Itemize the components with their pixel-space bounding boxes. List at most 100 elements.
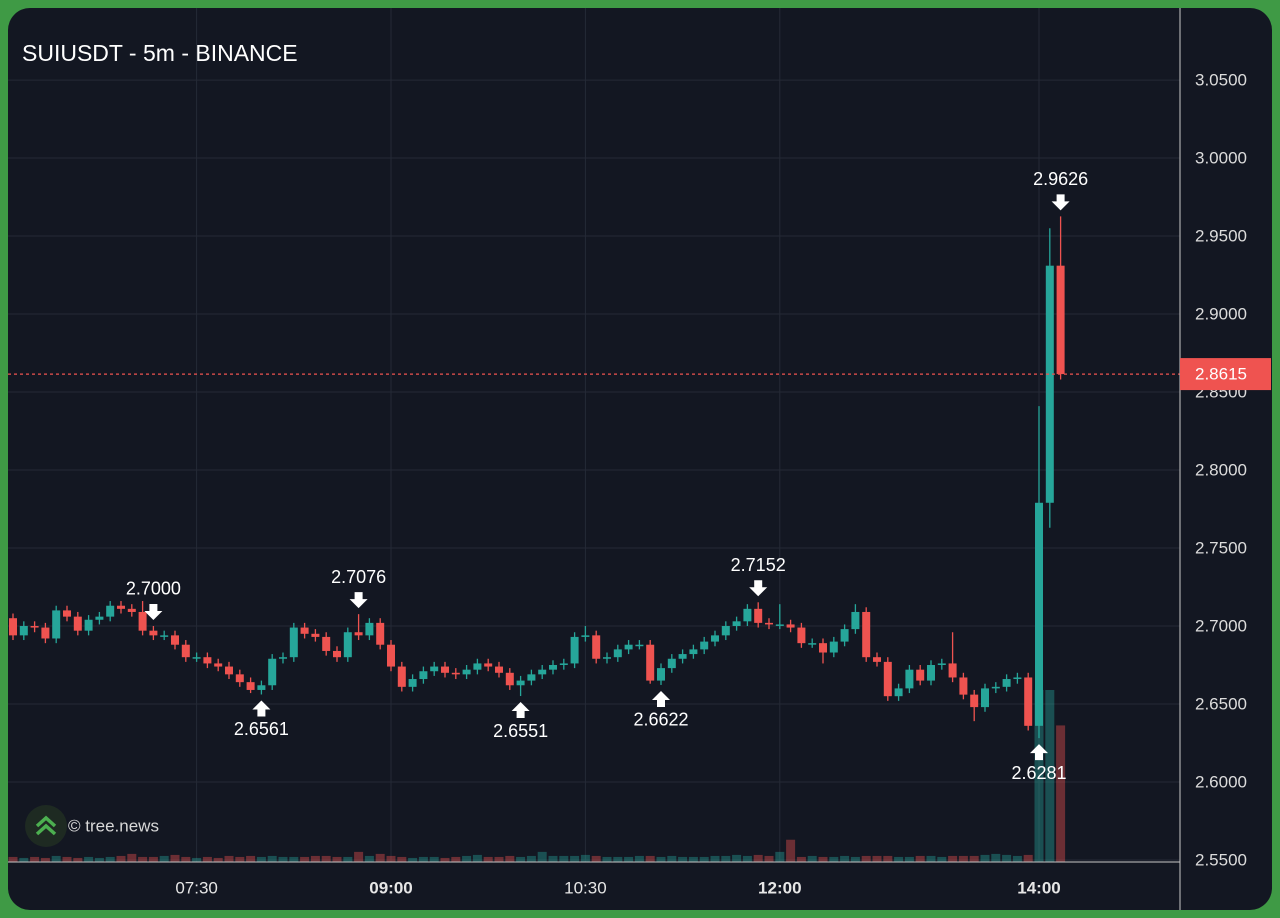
candle-body — [657, 668, 665, 681]
y-tick-label: 2.7500 — [1195, 538, 1247, 557]
volume-bar — [202, 856, 212, 862]
candle-body — [916, 669, 925, 681]
volume-bar — [159, 855, 169, 862]
volume-bar — [278, 856, 288, 862]
volume-bar — [721, 855, 731, 862]
high-label: 2.9626 — [1033, 169, 1088, 189]
last-price-label: 2.8615 — [1195, 365, 1247, 384]
volume-bar — [30, 856, 40, 862]
volume-bar — [148, 856, 158, 862]
chart-title: SUIUSDT - 5m - BINANCE — [22, 40, 298, 66]
candle-body — [1045, 265, 1054, 503]
high-label: 2.7152 — [731, 555, 786, 575]
x-tick-label: 14:00 — [1017, 878, 1060, 897]
candle-body — [862, 611, 871, 658]
volume-bar — [624, 856, 634, 862]
volume-bar — [742, 855, 752, 862]
candle-body — [214, 663, 223, 667]
x-tick-label: 12:00 — [758, 878, 801, 897]
volume-bar — [667, 855, 677, 862]
volume-bar — [570, 855, 580, 862]
low-label: 2.6622 — [633, 710, 688, 730]
volume-bar — [429, 856, 439, 862]
volume-bar — [883, 855, 893, 862]
volume-bar — [948, 855, 958, 862]
candle-body — [624, 644, 633, 650]
volume-bar — [300, 856, 310, 862]
y-tick-label: 2.6000 — [1195, 772, 1247, 791]
volume-bar — [192, 857, 202, 862]
candle-body — [559, 663, 568, 665]
candle-body — [678, 654, 687, 659]
candle-body — [127, 608, 136, 612]
volume-bar — [375, 853, 385, 862]
y-tick-label: 2.5500 — [1195, 850, 1247, 869]
watermark: © tree.news — [68, 816, 159, 835]
volume-bar — [386, 855, 396, 862]
volume-bar — [170, 854, 180, 862]
volume-bar — [138, 856, 148, 862]
candle-body — [592, 635, 601, 659]
volume-bar — [559, 855, 569, 862]
volume-bar — [548, 855, 558, 862]
y-tick-label: 2.6500 — [1195, 694, 1247, 713]
volume-bar — [645, 855, 655, 862]
volume-bar — [980, 854, 990, 862]
volume-bar — [256, 856, 266, 862]
volume-bar — [73, 857, 83, 862]
volume-bar — [807, 855, 817, 862]
volume-bar — [753, 854, 763, 862]
volume-bar — [343, 856, 353, 862]
candle-body — [376, 622, 385, 645]
x-tick-label: 10:30 — [564, 878, 607, 897]
y-tick-label: 2.9000 — [1195, 305, 1247, 324]
volume-bar — [1012, 855, 1022, 862]
y-tick-label: 2.9500 — [1195, 227, 1247, 246]
volume-bar — [840, 855, 850, 862]
volume-bar — [1056, 725, 1066, 862]
candle-body — [808, 643, 817, 645]
candle-body — [829, 641, 838, 653]
candle-body — [451, 672, 460, 675]
volume-bar — [116, 855, 126, 862]
candle-body — [30, 625, 39, 628]
volume-bar — [894, 856, 904, 862]
grid-layer — [8, 8, 1180, 862]
candle-body — [235, 674, 244, 683]
volume-bar — [310, 855, 320, 862]
candle-body — [257, 685, 266, 690]
low-label: 2.6551 — [493, 721, 548, 741]
high-label: 2.7000 — [126, 579, 181, 599]
volume-bar — [127, 853, 137, 862]
candle-body — [19, 625, 28, 636]
volume-bar — [364, 855, 374, 862]
candle-body — [495, 666, 503, 673]
candle-body — [52, 610, 61, 639]
panel — [8, 8, 1272, 910]
volume-bar — [926, 855, 936, 862]
candle-body — [873, 657, 881, 662]
candle-body — [721, 625, 730, 636]
candle-body — [408, 679, 417, 687]
candle-body — [819, 643, 827, 653]
high-arrow — [1051, 194, 1070, 211]
volume-bar — [904, 856, 914, 862]
candle-body — [948, 663, 957, 678]
low-arrow — [511, 702, 530, 719]
candle-body — [181, 644, 190, 658]
volume-bar — [105, 856, 115, 862]
candle-body — [894, 688, 903, 697]
candle-body — [516, 680, 525, 686]
candle-body — [419, 671, 428, 680]
y-tick-label: 3.0000 — [1195, 149, 1247, 168]
candle-body — [365, 622, 374, 636]
x-tick-label: 09:00 — [369, 878, 412, 897]
candle-body — [527, 674, 536, 681]
volume-bar — [418, 856, 428, 862]
volume-bar — [850, 856, 860, 862]
volume-bar — [710, 855, 720, 862]
logo-icon — [35, 815, 57, 836]
axis-layer: 2.55002.60002.65002.70002.75002.80002.85… — [175, 71, 1271, 897]
volume-bar — [937, 856, 947, 862]
